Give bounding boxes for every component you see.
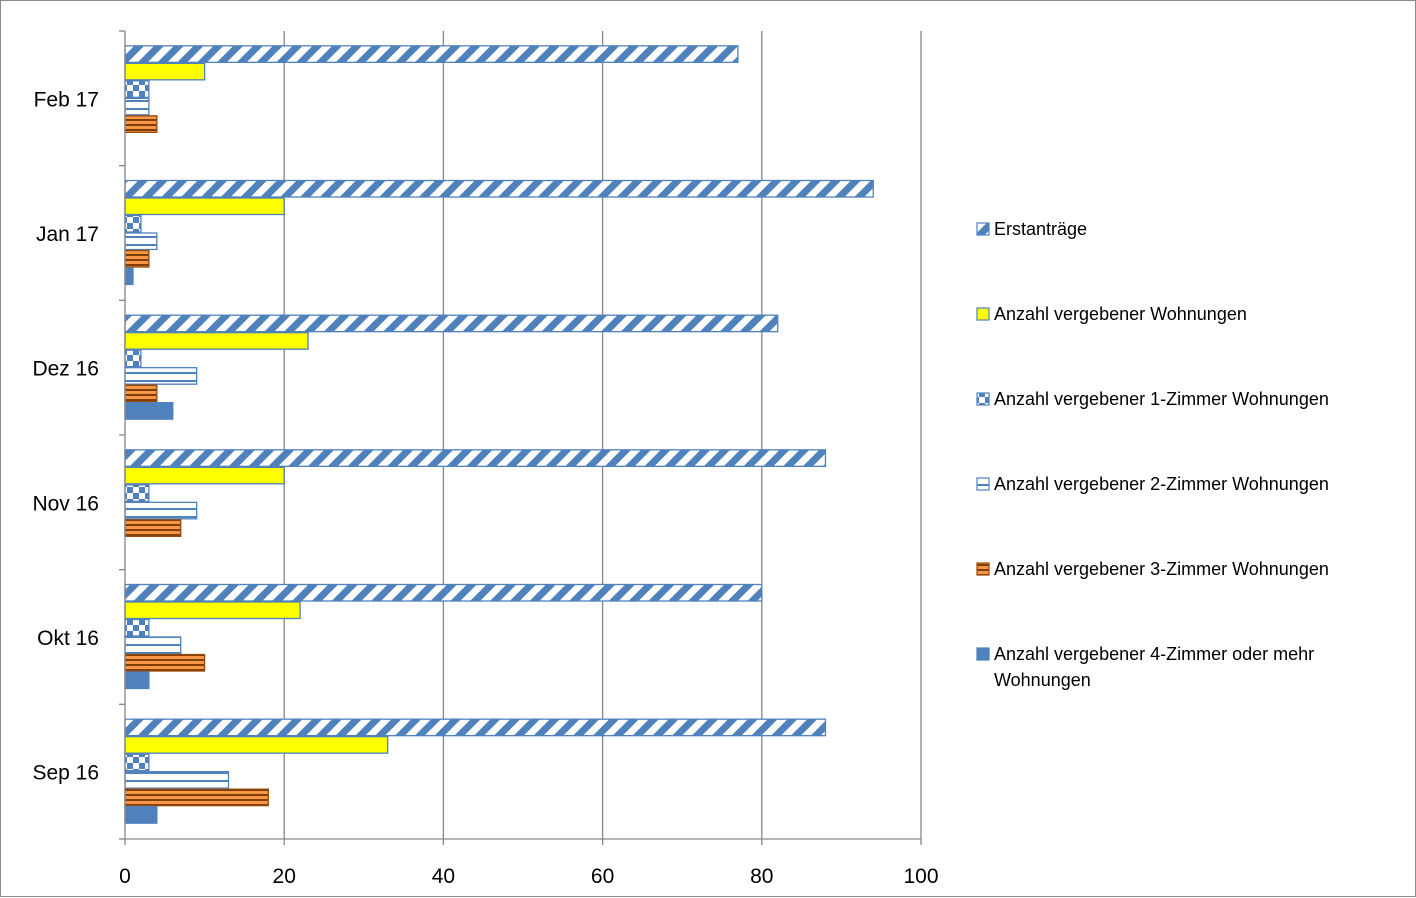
- bar: [124, 349, 142, 368]
- bar: [124, 806, 158, 824]
- legend-layer: Erstanträge Anzahl vergebener Wohnungen An…: [976, 219, 1329, 690]
- bar: [124, 249, 150, 268]
- bars-layer: [124, 45, 874, 824]
- bar: [124, 736, 389, 754]
- bar: [124, 314, 779, 333]
- legend-label: Anzahl vergebener 2-Zimmer Wohnungen: [994, 474, 1329, 494]
- legend-swatch: [976, 392, 990, 406]
- bar: [124, 384, 158, 403]
- bar: [124, 367, 198, 385]
- x-tick-label: 20: [273, 865, 296, 888]
- bar: [124, 80, 150, 98]
- bar: [124, 402, 174, 420]
- legend-label: Anzahl vergebener 1-Zimmer Wohnungen: [994, 389, 1329, 409]
- bar: [124, 583, 763, 602]
- x-tick-label: 0: [119, 865, 131, 888]
- axis-layer: Feb 17 Jan 17 Dez 16 Nov 16 Okt 16 Sep 16 0 20 4…: [32, 30, 939, 888]
- x-tick-label: 40: [432, 865, 455, 888]
- bar: [124, 214, 142, 233]
- bar: [124, 332, 309, 350]
- bar: [124, 636, 182, 655]
- legend-swatch: [976, 307, 990, 321]
- bar: [124, 267, 134, 286]
- category-label: Jan 17: [36, 223, 99, 246]
- bar: [124, 97, 150, 116]
- bar: [124, 653, 206, 672]
- legend-swatch: [976, 477, 990, 491]
- bar: [124, 449, 827, 467]
- bar: [124, 179, 874, 198]
- bar: [124, 484, 150, 502]
- legend-swatch: [976, 647, 990, 661]
- bar: [124, 671, 150, 690]
- category-label: Nov 16: [32, 492, 99, 515]
- bar: [124, 197, 285, 216]
- bar: [124, 601, 301, 620]
- bar: [124, 771, 230, 789]
- bar: [124, 115, 158, 133]
- bar: [124, 718, 827, 737]
- bar: [124, 788, 269, 807]
- x-tick-label: 80: [750, 865, 773, 888]
- category-label: Feb 17: [34, 88, 99, 111]
- bar: [124, 753, 150, 772]
- legend-label: Anzahl vergebener 3-Zimmer Wohnungen: [994, 559, 1329, 579]
- legend-swatch: [976, 222, 990, 236]
- bar: [124, 466, 285, 485]
- bar: [124, 62, 206, 81]
- bar: [124, 501, 198, 520]
- x-tick-label: 60: [591, 865, 614, 888]
- bar: [124, 519, 182, 537]
- legend-swatch: [976, 562, 990, 576]
- bar: [124, 232, 158, 251]
- category-label: Okt 16: [37, 627, 99, 650]
- bar: [124, 45, 739, 63]
- legend-label: Erstanträge: [994, 219, 1087, 239]
- grid-layer: [283, 31, 922, 839]
- category-label: Dez 16: [32, 358, 99, 381]
- legend-label: Anzahl vergebener 4-Zimmer oder mehr Wohn…: [994, 644, 1314, 690]
- legend-label: Anzahl vergebener Wohnungen: [994, 304, 1247, 324]
- bar: [124, 618, 150, 637]
- category-label: Sep 16: [32, 762, 99, 785]
- x-tick-label: 100: [903, 865, 938, 888]
